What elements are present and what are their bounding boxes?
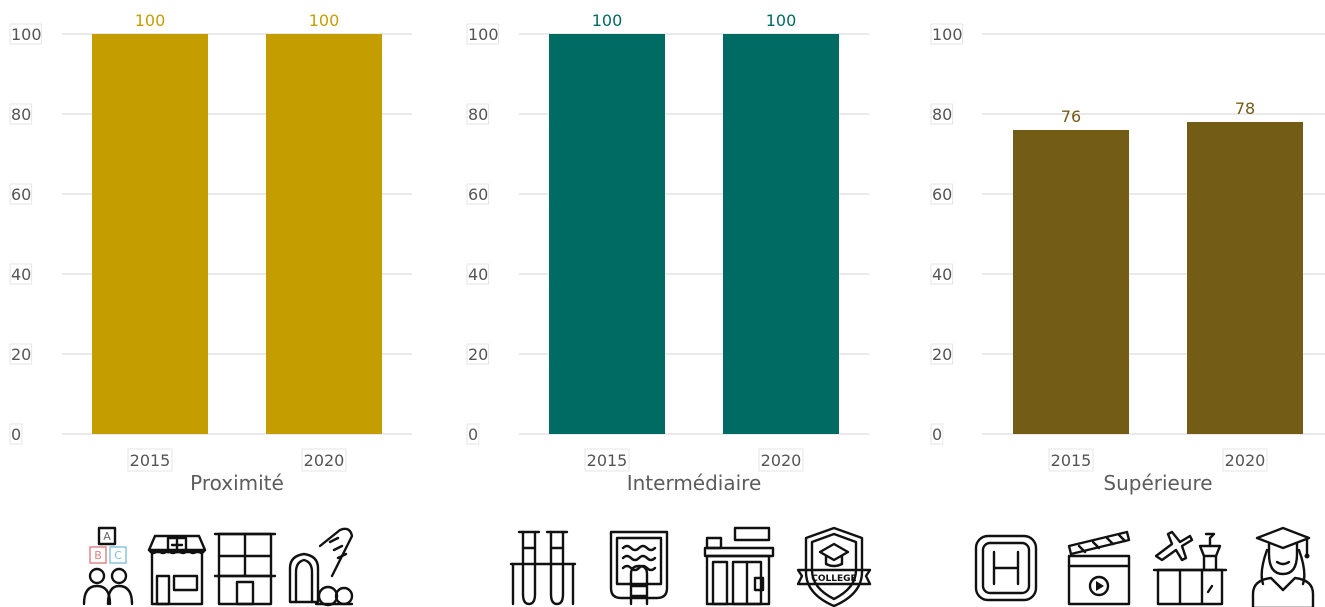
x-tick-label: 2015 (587, 451, 628, 470)
data-label: 100 (309, 11, 340, 30)
swimming-pool-icon (609, 530, 669, 606)
abc-blocks-children-icon: AB C (82, 526, 134, 606)
y-tick-label: 40 (932, 265, 952, 284)
y-tick-box (466, 263, 490, 285)
data-label: 78 (1235, 99, 1255, 118)
college-badge-icon: COLLEGE (796, 526, 872, 607)
y-tick-label: 100 (11, 25, 42, 44)
laboratory-test-tubes-icon (509, 530, 577, 606)
data-label: 100 (766, 11, 797, 30)
airport-icon (1152, 530, 1228, 606)
y-tick-label: 20 (468, 345, 488, 364)
y-tick-box (466, 183, 490, 205)
y-tick-box (930, 23, 963, 45)
y-tick-box (466, 423, 480, 445)
y-tick-label: 40 (11, 265, 31, 284)
y-tick-label: 80 (11, 105, 31, 124)
y-tick-label: 0 (11, 425, 21, 444)
y-tick-box (9, 423, 23, 445)
x-tick-label: 2020 (304, 451, 345, 470)
y-tick-box (9, 183, 33, 205)
y-tick-label: 20 (11, 345, 31, 364)
y-tick-label: 40 (468, 265, 488, 284)
y-tick-box (466, 343, 490, 365)
x-tick-box (301, 448, 347, 472)
x-tick-label: 2020 (761, 451, 802, 470)
x-tick-box (1222, 448, 1268, 472)
bar-2020 (1187, 122, 1303, 434)
y-tick-label: 100 (932, 25, 963, 44)
y-tick-box (930, 103, 954, 125)
bar-2015 (549, 34, 665, 434)
x-tick-box (127, 448, 173, 472)
y-tick-box (9, 23, 42, 45)
building-icon (213, 532, 277, 606)
svg-text:A: A (103, 530, 111, 543)
data-label: 100 (592, 11, 623, 30)
y-tick-box (930, 343, 954, 365)
data-label: 76 (1061, 107, 1081, 126)
x-tick-box (1048, 448, 1094, 472)
bar-2015 (92, 34, 208, 434)
y-tick-box (930, 183, 954, 205)
group-title: Supérieure (1103, 471, 1212, 495)
x-tick-box (758, 448, 804, 472)
bar-2020 (266, 34, 382, 434)
svg-text:B: B (94, 549, 102, 562)
y-tick-label: 0 (468, 425, 478, 444)
supermarket-icon (703, 526, 775, 606)
bakery-bread-icon (288, 527, 354, 607)
svg-text:C: C (114, 549, 122, 562)
y-tick-label: 100 (468, 25, 499, 44)
svg-text:COLLEGE: COLLEGE (811, 574, 856, 584)
y-tick-box (930, 423, 944, 445)
group-title: Proximité (190, 471, 284, 495)
y-tick-label: 20 (932, 345, 952, 364)
chart-panel-3: 0 20 40 60 80 100 76 2015 78 2020 Supérieure (930, 23, 1325, 607)
bar-2020 (723, 34, 839, 434)
y-tick-box (466, 23, 499, 45)
y-tick-label: 60 (468, 185, 488, 204)
y-tick-label: 80 (932, 105, 952, 124)
y-tick-label: 60 (11, 185, 31, 204)
y-tick-box (9, 343, 33, 365)
y-tick-label: 80 (468, 105, 488, 124)
group-title: Intermédiaire (627, 471, 762, 495)
y-tick-box (9, 263, 33, 285)
x-tick-label: 2020 (1225, 451, 1266, 470)
pharmacy-icon (147, 534, 207, 606)
hospital-icon (974, 534, 1038, 602)
y-tick-box (930, 263, 954, 285)
cinema-icon (1067, 530, 1131, 606)
bar-2015 (1013, 130, 1129, 434)
x-tick-label: 2015 (130, 451, 171, 470)
x-tick-label: 2015 (1051, 451, 1092, 470)
y-tick-box (9, 103, 33, 125)
data-label: 100 (135, 11, 166, 30)
y-tick-label: 60 (932, 185, 952, 204)
x-tick-box (584, 448, 630, 472)
graduate-student-icon (1251, 526, 1315, 607)
y-tick-box (466, 103, 490, 125)
y-tick-label: 0 (932, 425, 942, 444)
chart-panel-1: 0 20 40 60 80 100 100 2015 100 2020 Proximité AB C (9, 11, 412, 607)
